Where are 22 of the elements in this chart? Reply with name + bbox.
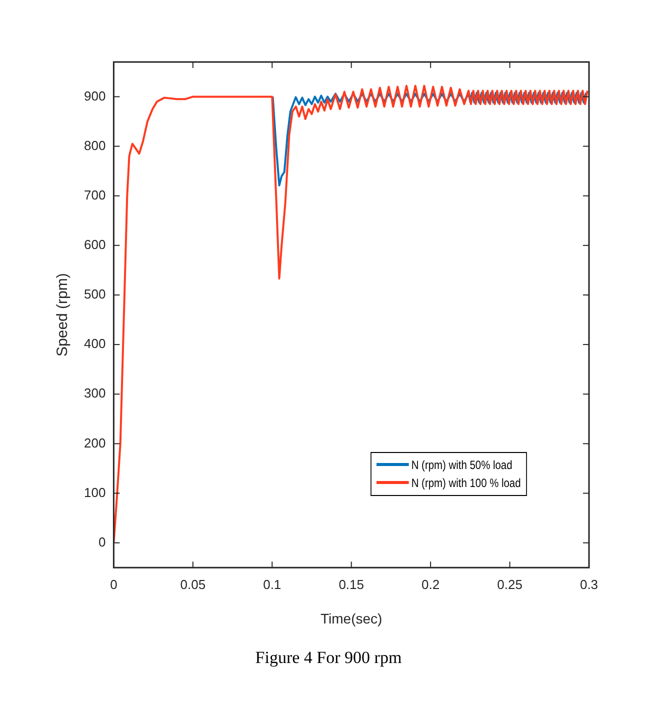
y-tick-label: 300 [84,386,106,401]
y-tick-label: 100 [84,484,106,500]
legend-label: N (rpm) with 50% load [412,458,513,472]
y-tick-label: 0 [98,534,106,550]
y-tick-label: 400 [84,336,106,352]
legend-label: N (rpm) with 100 % load [412,476,522,490]
y-tick-label: 700 [84,187,106,202]
y-axis-title: Speed (rpm) [54,273,72,356]
x-tick-label: 0.05 [180,576,206,592]
y-tick-label: 900 [84,88,106,104]
x-tick-label: 0.1 [263,576,282,592]
caption: Figure 4 For 900 rpm [254,648,403,668]
x-tick-label: 0.2 [422,576,440,592]
x-tick-label: 0.3 [580,576,598,592]
y-tick-label: 600 [84,236,106,252]
x-tick-label: 0.15 [338,576,364,592]
y-tick-label: 800 [84,138,106,153]
x-tick-label: 0 [110,576,118,592]
x-axis-title: Time(sec) [320,610,382,626]
y-tick-label: 200 [84,435,106,450]
y-tick-label: 500 [84,286,106,302]
x-tick-label: 0.25 [497,576,522,592]
